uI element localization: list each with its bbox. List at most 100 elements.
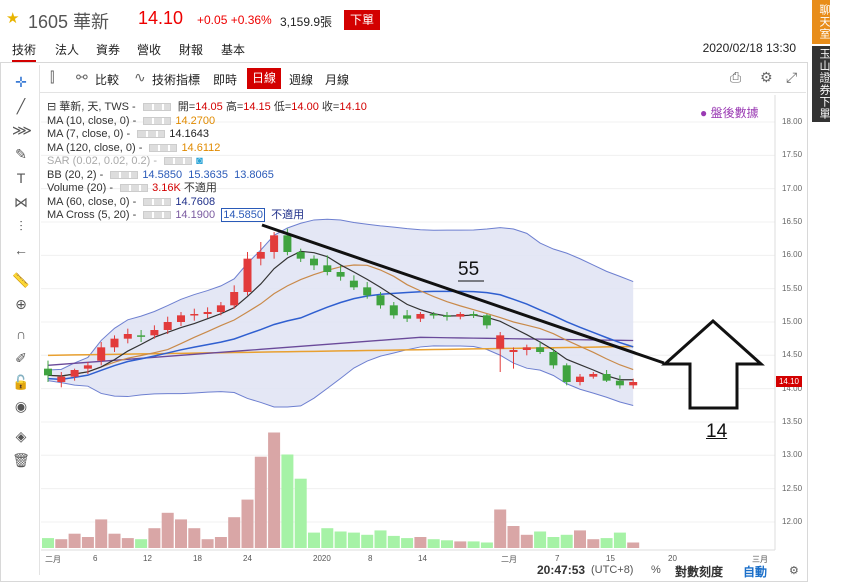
- volume-bar: [600, 538, 613, 548]
- candle-body: [44, 368, 52, 376]
- main-nav: 技術 法人 資券 營收 財報 基本 2020/02/18 13:30: [0, 38, 808, 62]
- legend-controls[interactable]: [164, 157, 193, 166]
- volume-bar: [228, 517, 241, 548]
- volume-bar: [55, 539, 68, 548]
- axis-settings-icon[interactable]: ⚙: [789, 565, 799, 577]
- crosshair-icon[interactable]: ✛: [15, 74, 27, 90]
- fib-tool-icon[interactable]: ⋙: [12, 122, 32, 138]
- chat-room-tab[interactable]: 聊天室: [812, 0, 830, 44]
- monthly-button[interactable]: 月線: [325, 73, 350, 87]
- candle-body: [629, 382, 638, 386]
- eye-icon[interactable]: ◉: [14, 398, 28, 414]
- candle-type-icon[interactable]: ⫿: [50, 69, 55, 85]
- indicators-button[interactable]: 技術指標: [152, 73, 201, 87]
- nav-tab-margin[interactable]: 資券: [96, 43, 121, 57]
- settings-gear-icon[interactable]: ⚙: [760, 69, 773, 85]
- volume-bar: [121, 538, 134, 548]
- realtime-button[interactable]: 即時: [213, 73, 238, 87]
- price-tick-label: 13.50: [782, 416, 803, 426]
- place-order-button[interactable]: 下單: [344, 10, 380, 30]
- favorite-star-icon[interactable]: ★: [6, 10, 20, 27]
- legend-controls[interactable]: [143, 197, 172, 206]
- compare-button[interactable]: 比較: [95, 73, 120, 87]
- quote-datetime: 2020/02/18 13:30: [702, 41, 796, 55]
- trash-icon[interactable]: 🗑: [12, 452, 30, 468]
- nav-tab-institutional[interactable]: 法人: [55, 43, 80, 57]
- volume-bar: [374, 530, 387, 548]
- back-arrow-icon[interactable]: ←: [14, 242, 28, 258]
- timezone[interactable]: (UTC+8): [591, 564, 634, 576]
- prediction-tool-icon[interactable]: ⫶: [19, 218, 23, 234]
- clock-time: 20:47:53: [537, 563, 586, 577]
- fullscreen-icon[interactable]: ⤢: [786, 69, 798, 85]
- legend-controls[interactable]: [110, 170, 139, 179]
- candle-body: [70, 370, 79, 377]
- collapse-icon[interactable]: ⊟: [47, 101, 57, 113]
- after-hours-data[interactable]: ● 盤後數據: [700, 106, 759, 120]
- esun-order-tab[interactable]: 玉山證券下單: [812, 46, 830, 122]
- candle-body: [110, 338, 119, 348]
- candle-body: [602, 374, 611, 381]
- ma5-line: [47, 250, 634, 381]
- volume-bar: [68, 533, 81, 548]
- candle-body: [522, 347, 531, 350]
- log-scale-toggle[interactable]: 對數刻度: [675, 565, 724, 579]
- legend-controls[interactable]: [143, 116, 172, 125]
- date-tick-label: 12: [143, 554, 152, 563]
- legend-controls[interactable]: [142, 103, 171, 112]
- nav-tab-basics[interactable]: 基本: [221, 43, 246, 57]
- nav-tab-revenue[interactable]: 營收: [137, 43, 162, 57]
- date-tick-label: 14: [418, 554, 427, 563]
- price-tick-label: 17.00: [782, 183, 803, 193]
- candle-body: [283, 235, 292, 252]
- indicator-icon[interactable]: ∿: [134, 69, 146, 85]
- weekly-button[interactable]: 週線: [289, 73, 314, 87]
- camera-icon[interactable]: ⎙: [730, 69, 742, 85]
- candle-body: [615, 380, 624, 386]
- auto-scale-toggle[interactable]: 自動: [743, 565, 768, 579]
- daily-button[interactable]: 日線: [247, 68, 282, 89]
- nav-tab-financials[interactable]: 財報: [179, 43, 204, 57]
- percent-scale-toggle[interactable]: %: [651, 564, 661, 576]
- compare-icon[interactable]: ⚯: [76, 69, 88, 85]
- layers-icon[interactable]: ◈: [15, 428, 27, 444]
- volume-bar: [613, 532, 626, 548]
- ruler-icon[interactable]: 📏: [12, 272, 30, 288]
- candle-body: [310, 258, 318, 266]
- legend-controls[interactable]: [137, 130, 166, 139]
- legend-volume: Volume (20) - 3.16K 不適用: [47, 182, 217, 194]
- sar-hidden-icon[interactable]: ◙: [196, 155, 203, 167]
- volume-bar: [321, 528, 334, 548]
- volume-bars: [42, 432, 640, 548]
- candle-body: [349, 280, 358, 288]
- candle-body: [456, 314, 465, 317]
- date-tick-label: 2020: [313, 554, 331, 563]
- brush-icon[interactable]: ✎: [15, 146, 27, 162]
- trend-line-icon[interactable]: ╱: [16, 98, 26, 114]
- text-tool-icon[interactable]: T: [16, 170, 26, 186]
- price-tick-label: 16.50: [782, 216, 803, 226]
- drawing-toolbar: ✛ ╱ ⋙ ✎ T ⋈ ⫶ ← 📏 ⊕ ∩ ✐ 🔓 ◉ ◈ 🗑: [0, 65, 40, 575]
- legend-controls[interactable]: [143, 211, 172, 220]
- pattern-tool-icon[interactable]: ⋈: [14, 194, 28, 210]
- stock-symbol: 1605 華新: [28, 12, 110, 32]
- legend-ma7: MA (7, close, 0) - 14.1643: [47, 128, 209, 140]
- legend-sar: SAR (0.02, 0.02, 0.2) - ◙: [47, 155, 203, 167]
- candle-body: [150, 330, 159, 336]
- legend-controls[interactable]: [149, 143, 178, 152]
- trade-volume: 3,159.9張: [280, 15, 333, 29]
- price-tick-label: 18.00: [782, 117, 803, 126]
- candle-body: [536, 347, 545, 352]
- unlock-icon[interactable]: 🔓: [12, 374, 30, 390]
- candle-body: [230, 292, 239, 306]
- legend-controls[interactable]: [120, 184, 149, 193]
- candle-body: [190, 314, 199, 316]
- magnet-icon[interactable]: ∩: [15, 326, 27, 342]
- nav-tab-technical[interactable]: 技術: [12, 41, 37, 62]
- price-tick-label: 12.50: [782, 483, 803, 493]
- zoom-in-icon[interactable]: ⊕: [15, 296, 27, 312]
- user-drawings: [261, 223, 765, 410]
- lock-drawing-icon[interactable]: ✐: [15, 350, 27, 366]
- volume-bar: [108, 533, 121, 548]
